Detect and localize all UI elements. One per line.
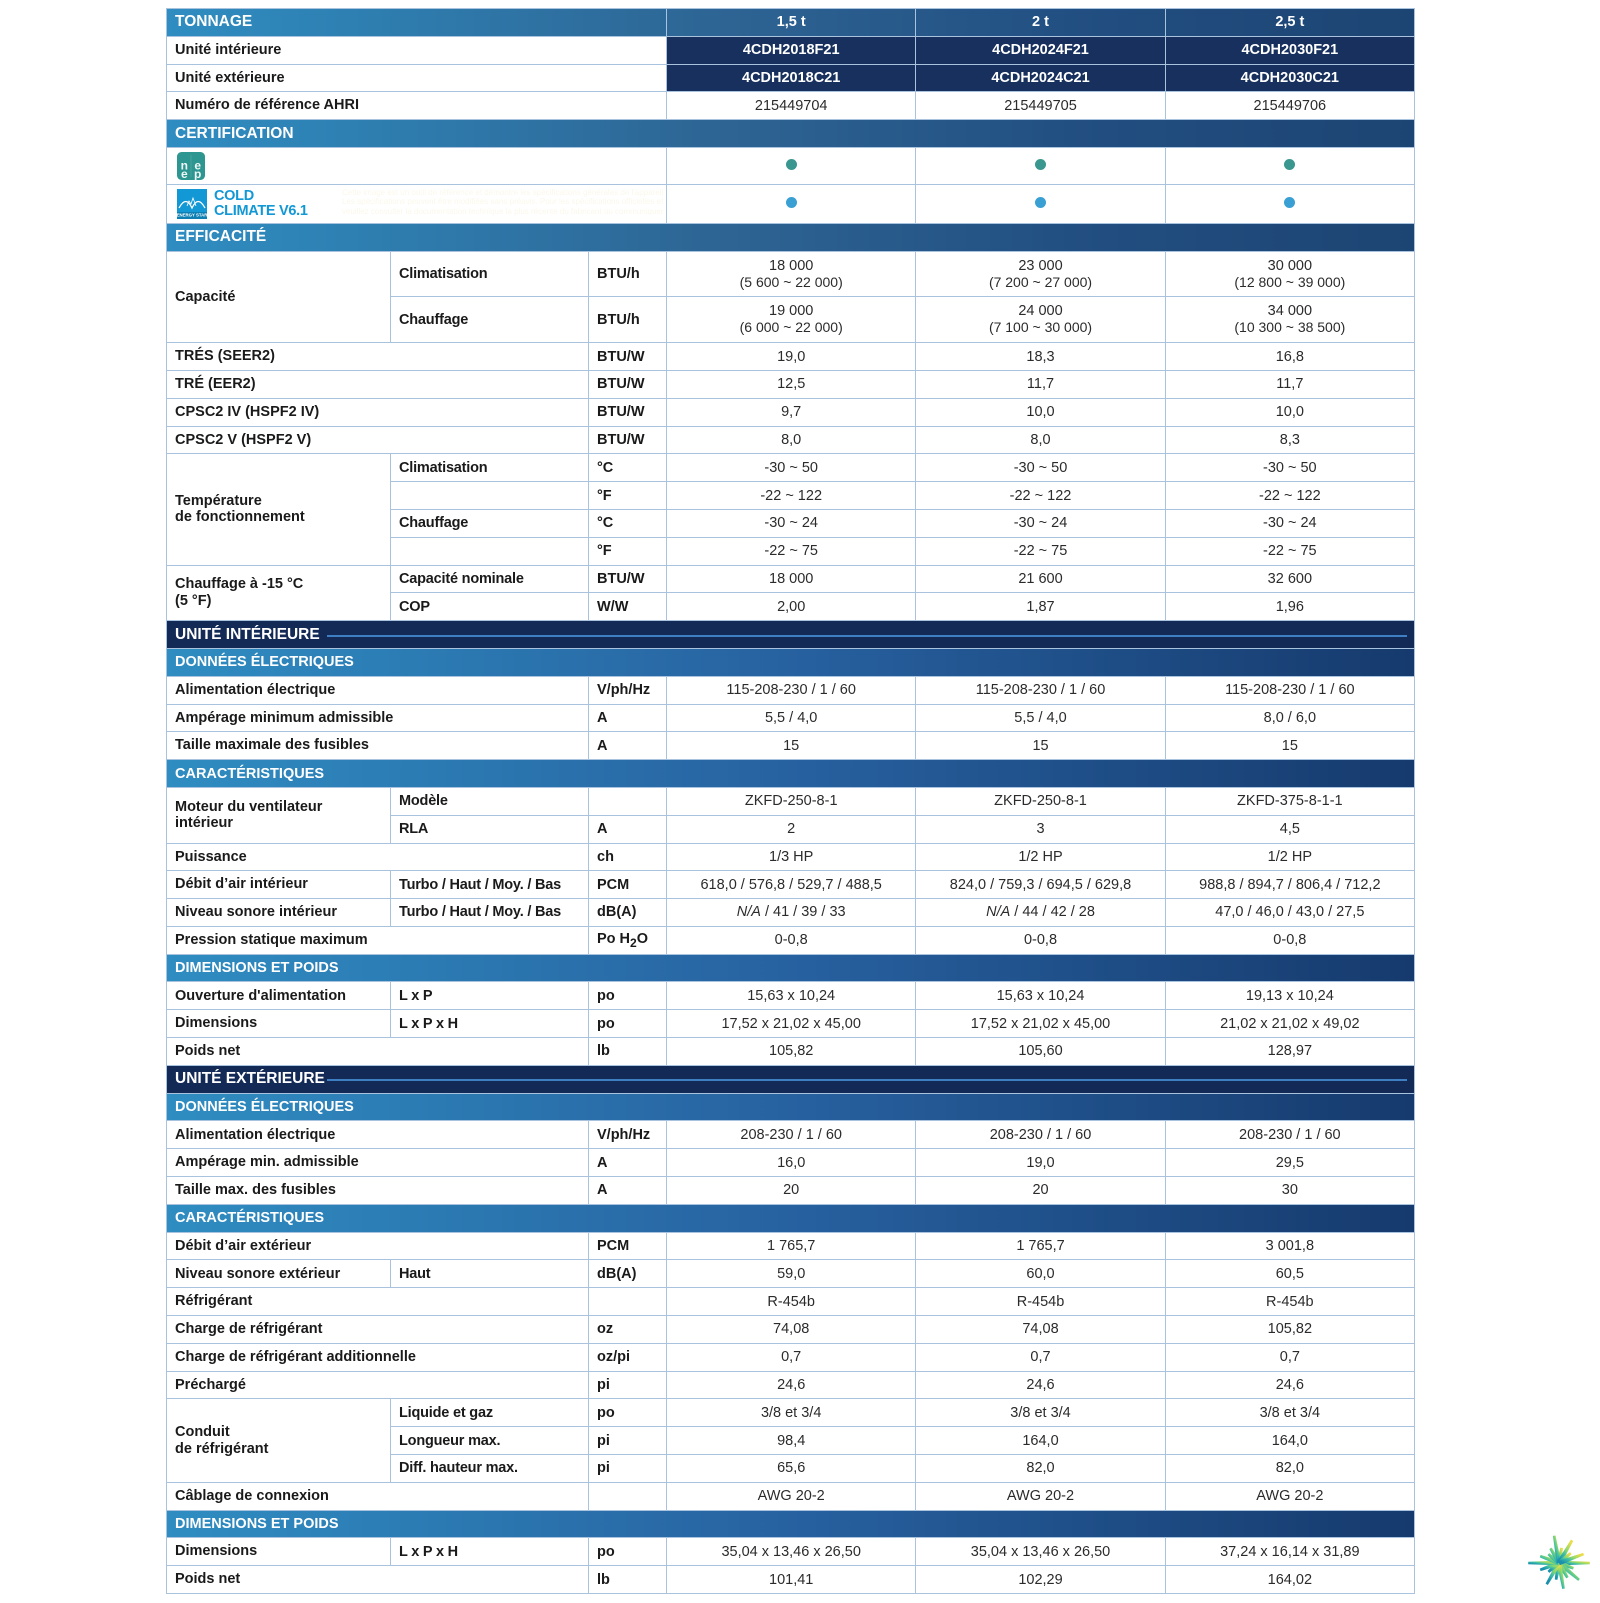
svg-text:ENERGY STAR: ENERGY STAR <box>177 212 207 217</box>
svg-text:e: e <box>181 167 188 180</box>
svg-text:p: p <box>194 167 201 180</box>
